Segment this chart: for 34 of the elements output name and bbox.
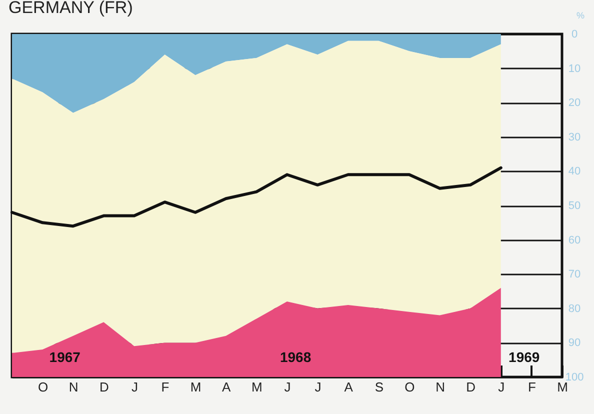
y-tick-label: 80: [568, 302, 581, 315]
chart-title: GERMANY (FR): [8, 0, 133, 17]
x-tick-label: J: [314, 380, 322, 394]
y-tick-label: 30: [568, 131, 581, 144]
y-tick-label: 70: [568, 268, 581, 281]
x-tick-label: J: [498, 380, 505, 394]
y-tick-label: 40: [568, 166, 581, 178]
y-axis-title: %: [576, 10, 585, 20]
x-tick-label: F: [161, 380, 170, 394]
y-tick-label: 100: [565, 372, 584, 384]
x-tick-label: F: [528, 380, 536, 394]
x-tick-label: D: [466, 380, 476, 394]
y-tick-label: 50: [568, 200, 581, 212]
y-tick-label: 60: [568, 234, 581, 246]
x-tick-label: N: [436, 380, 445, 394]
x-tick-label: A: [344, 380, 354, 394]
x-tick-label: N: [68, 380, 78, 394]
x-tick-label: O: [38, 380, 48, 394]
x-tick-label: D: [99, 380, 109, 394]
y-tick-label: 90: [568, 337, 581, 350]
y-tick-label: 0: [571, 28, 578, 40]
annotation: 1968: [280, 349, 312, 365]
x-tick-label: O: [404, 380, 415, 394]
x-tick-label: M: [190, 380, 202, 394]
y-tick-label: 10: [568, 62, 581, 75]
x-tick-label: J: [131, 380, 138, 394]
x-tick-label: M: [252, 380, 262, 394]
x-tick-label: A: [222, 380, 232, 394]
x-tick-label: S: [374, 380, 384, 394]
x-tick-label: J: [284, 380, 291, 394]
annotation: 1967: [49, 349, 81, 365]
y-tick-label: 20: [568, 97, 581, 110]
x-tick-label: M: [557, 380, 568, 394]
annotation: 1969: [508, 349, 540, 365]
